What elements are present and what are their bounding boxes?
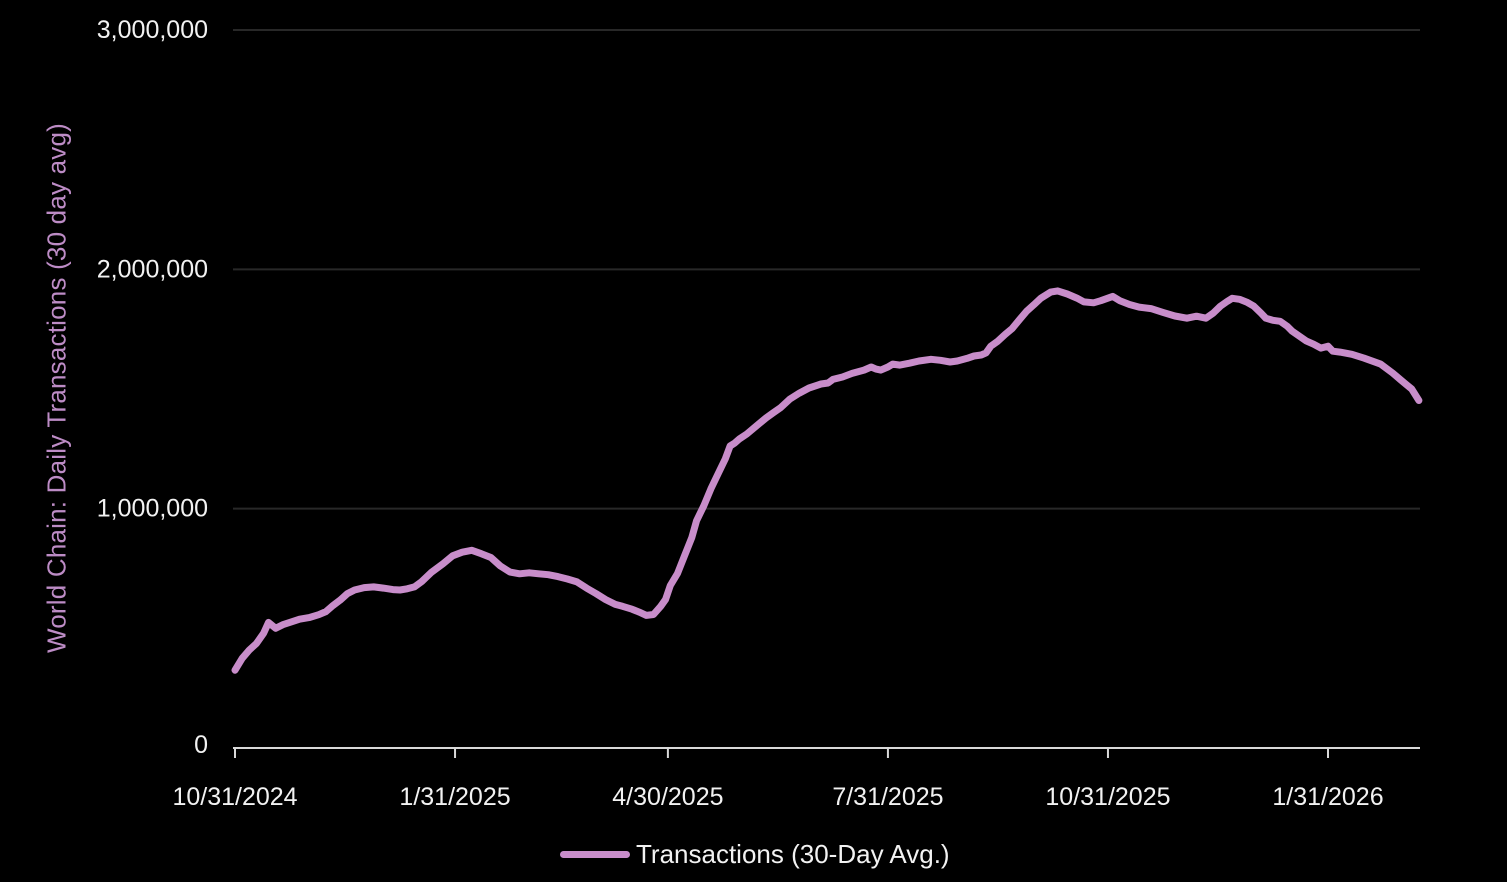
y-tick-label: 3,000,000 — [97, 16, 208, 44]
y-axis-title: World Chain: Daily Transactions (30 day … — [41, 123, 72, 653]
x-tick-label: 10/31/2025 — [1045, 783, 1170, 811]
series-line-transactions — [231, 287, 1423, 674]
legend: Transactions (30-Day Avg.) — [560, 839, 950, 869]
x-tick-label: 4/30/2025 — [612, 783, 723, 811]
legend-line-swatch — [560, 850, 630, 858]
x-tick-label: 10/31/2024 — [172, 783, 297, 811]
x-tick-label: 7/31/2025 — [832, 783, 943, 811]
legend-label: Transactions (30-Day Avg.) — [636, 838, 950, 869]
y-tick-label: 2,000,000 — [97, 255, 208, 283]
x-tick-label: 1/31/2025 — [399, 783, 510, 811]
x-tick-label: 1/31/2026 — [1272, 783, 1383, 811]
y-tick-label: 1,000,000 — [97, 495, 208, 523]
y-tick-label: 0 — [194, 731, 208, 759]
